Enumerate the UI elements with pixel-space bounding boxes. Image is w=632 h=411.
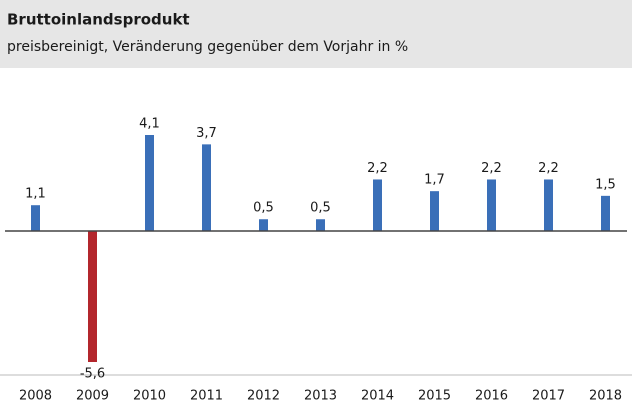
bar bbox=[316, 219, 325, 231]
bar bbox=[601, 195, 610, 231]
x-tick-label: 2013 bbox=[304, 389, 337, 404]
chart-title: Bruttoinlandsprodukt bbox=[7, 11, 190, 29]
x-tick-label: 2017 bbox=[532, 389, 565, 404]
x-tick-label: 2018 bbox=[589, 389, 622, 404]
bar bbox=[31, 205, 40, 231]
data-label: 4,1 bbox=[139, 117, 160, 132]
data-label: 1,1 bbox=[25, 187, 46, 202]
data-label: 2,2 bbox=[481, 161, 502, 176]
x-tick-label: 2014 bbox=[361, 389, 394, 404]
x-tick-label: 2008 bbox=[19, 389, 52, 404]
data-label: 2,2 bbox=[367, 161, 388, 176]
x-tick-label: 2009 bbox=[76, 389, 109, 404]
bar bbox=[88, 230, 97, 362]
bar bbox=[430, 191, 439, 231]
x-tick-label: 2010 bbox=[133, 389, 166, 404]
data-label: -5,6 bbox=[80, 367, 105, 382]
data-label: 2,2 bbox=[538, 161, 559, 176]
x-tick-label: 2011 bbox=[190, 389, 223, 404]
data-label: 1,7 bbox=[424, 173, 445, 188]
x-tick-label: 2015 bbox=[418, 389, 451, 404]
bar bbox=[259, 219, 268, 231]
bar bbox=[544, 179, 553, 231]
bar bbox=[202, 144, 211, 231]
chart-subtitle: preisbereinigt, Veränderung gegenüber de… bbox=[7, 39, 408, 55]
data-label: 3,7 bbox=[196, 126, 217, 141]
bar bbox=[373, 179, 382, 231]
bar bbox=[487, 179, 496, 231]
data-label: 1,5 bbox=[595, 177, 616, 192]
x-tick-label: 2016 bbox=[475, 389, 508, 404]
data-label: 0,5 bbox=[253, 201, 274, 216]
bar bbox=[145, 135, 154, 231]
x-tick-label: 2012 bbox=[247, 389, 280, 404]
data-label: 0,5 bbox=[310, 201, 331, 216]
header-band bbox=[0, 0, 632, 68]
